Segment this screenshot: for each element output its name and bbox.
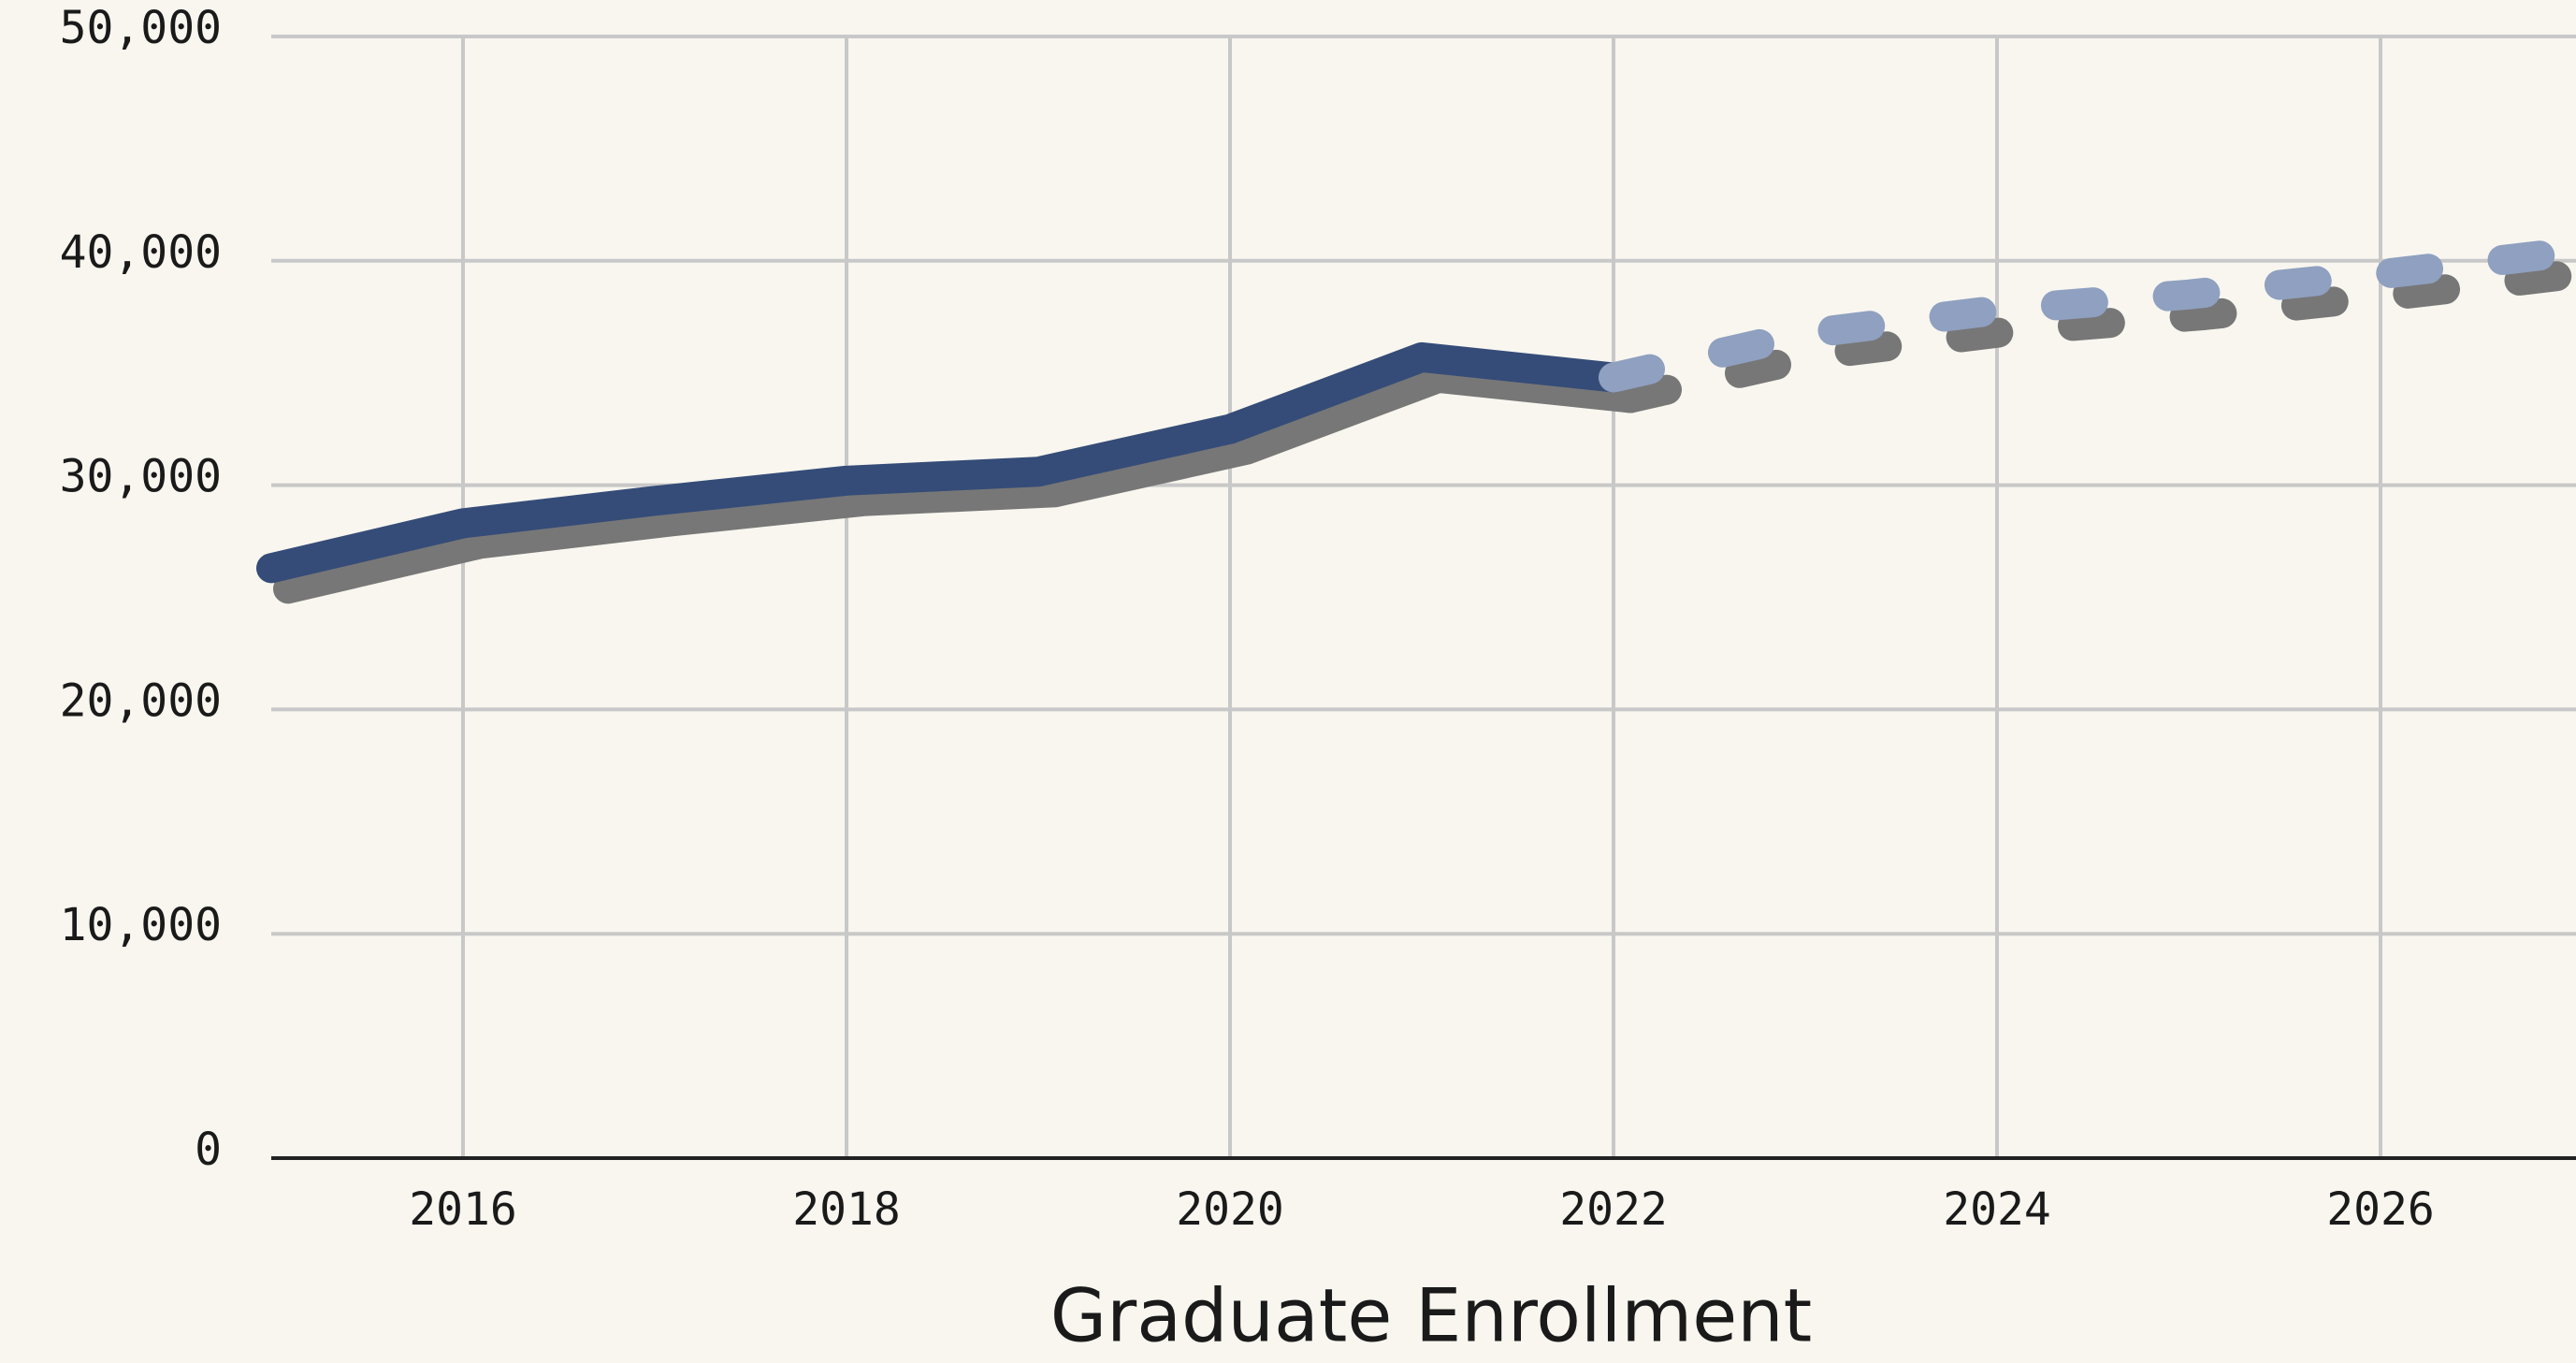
chart-title: Graduate Enrollment [1050,1274,1813,1358]
y-tick-label: 40,000 [60,226,222,279]
y-tick-label: 50,000 [60,2,222,54]
y-tick-label: 20,000 [60,674,222,727]
line [256,341,1628,584]
y-tick-label: 0 [195,1124,222,1176]
x-tick-label: 2024 [1943,1183,2051,1236]
x-tick-label: 2020 [1176,1183,1284,1236]
x-tick-label: 2026 [2326,1183,2435,1236]
line-shadow [273,362,1645,604]
line [1599,237,2576,393]
line-shadow [1615,258,2576,413]
x-tick-label: 2018 [792,1183,901,1236]
x-tick-label: 2022 [1559,1183,1668,1236]
y-tick-label: 10,000 [60,899,222,951]
y-tick-label: 30,000 [60,451,222,503]
x-tick-label: 2016 [409,1183,517,1236]
